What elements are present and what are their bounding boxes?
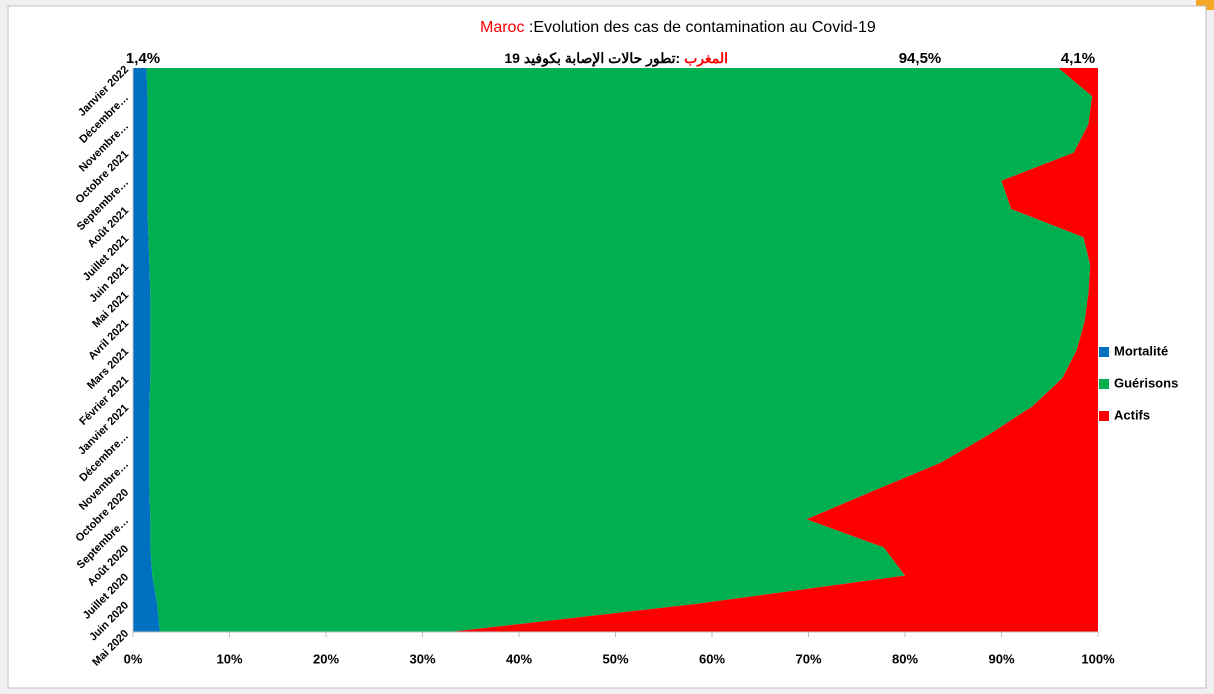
chart-subtitle: المغرب :تطور حالات الإصابة بكوفيد 19 [504, 50, 728, 68]
x-tick-label: 100% [1081, 651, 1115, 666]
legend-swatch [1099, 347, 1109, 357]
area [133, 68, 161, 632]
title-part: Maroc [480, 19, 524, 36]
x-tick-label: 60% [699, 651, 725, 666]
annotation: 94,5% [899, 50, 942, 67]
x-tick-label: 80% [892, 651, 918, 666]
subtitle-part: المغرب [684, 50, 728, 67]
x-tick-label: 50% [602, 651, 628, 666]
area [449, 68, 1098, 632]
legend-label: Actifs [1114, 407, 1150, 422]
legend-label: Mortalité [1114, 343, 1168, 358]
subtitle-part: :تطور حالات الإصابة بكوفيد 19 [504, 50, 684, 68]
annotation: 4,1% [1061, 50, 1095, 67]
x-tick-label: 20% [313, 651, 339, 666]
x-tick-label: 30% [409, 651, 435, 666]
legend-swatch [1099, 411, 1109, 421]
chart-title: Maroc :Evolution des cas de contaminatio… [480, 19, 876, 36]
corner-tab [1196, 0, 1214, 10]
x-tick-label: 10% [216, 651, 242, 666]
annotation: 1,4% [126, 50, 160, 67]
x-tick-label: 90% [988, 651, 1014, 666]
x-tick-label: 40% [506, 651, 532, 666]
title-part: :Evolution des cas de contamination au C… [524, 19, 875, 36]
legend-label: Guérisons [1114, 375, 1178, 390]
x-tick-label: 70% [795, 651, 821, 666]
x-tick-label: 0% [124, 651, 143, 666]
legend-swatch [1099, 379, 1109, 389]
area [146, 68, 1093, 632]
